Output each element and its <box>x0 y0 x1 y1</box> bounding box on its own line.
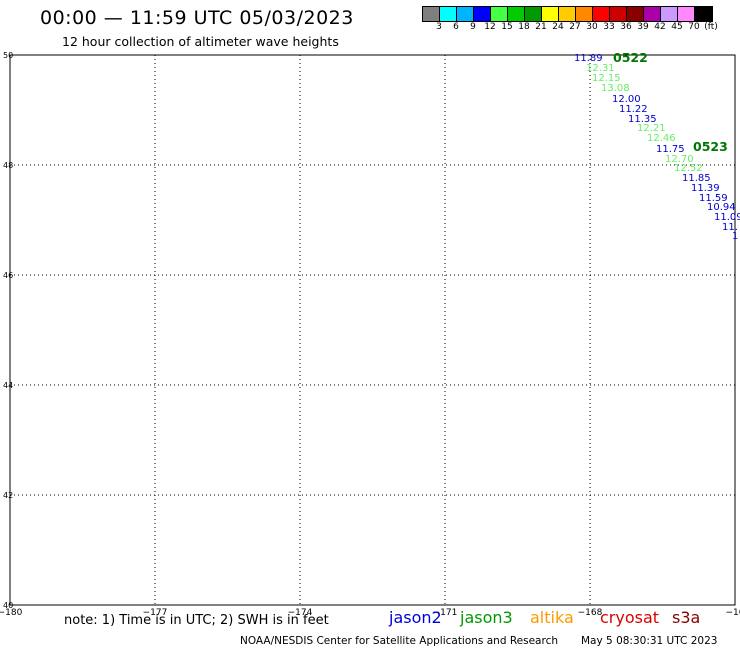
credit-text: NOAA/NESDIS Center for Satellite Applica… <box>240 635 558 647</box>
wave-height-value: 13.08 <box>601 83 630 94</box>
latitude-label: 50 <box>3 51 13 60</box>
longitude-label: −180 <box>0 608 23 618</box>
colorbar-swatch <box>644 7 661 21</box>
colorbar-label: 21 <box>535 22 547 32</box>
wave-height-value: 12.00 <box>612 94 641 105</box>
colorbar-label: (ft) <box>704 22 718 32</box>
colorbar-label: 39 <box>637 22 649 32</box>
wave-height-colorbar <box>422 6 713 22</box>
wave-height-value: 11.89 <box>574 53 603 64</box>
colorbar-label: 12 <box>484 22 496 32</box>
colorbar-swatch <box>576 7 593 21</box>
colorbar-swatch <box>423 7 440 21</box>
wave-height-value: 12.21 <box>637 123 666 134</box>
colorbar-label: 9 <box>470 22 476 32</box>
colorbar-swatch <box>508 7 525 21</box>
colorbar-label: 15 <box>501 22 513 32</box>
colorbar-label: 33 <box>603 22 615 32</box>
colorbar-swatch <box>474 7 491 21</box>
footer-note: note: 1) Time is in UTC; 2) SWH is in fe… <box>64 613 329 628</box>
longitude-label: −171 <box>433 608 458 618</box>
colorbar-label: 3 <box>436 22 442 32</box>
colorbar-label: 24 <box>552 22 564 32</box>
wave-height-value: 11. <box>722 222 738 233</box>
colorbar-swatch <box>457 7 474 21</box>
colorbar-swatch <box>542 7 559 21</box>
pass-time-label: 0522 <box>613 50 648 65</box>
latitude-label: 42 <box>3 491 13 500</box>
map-frame <box>9 54 736 606</box>
page-title: 00:00 — 11:59 UTC 05/03/2023 <box>40 7 354 29</box>
satellite-cryosat: cryosat <box>600 608 660 627</box>
colorbar-label: 18 <box>518 22 530 32</box>
colorbar-swatch <box>525 7 542 21</box>
satellite-altika: altika <box>530 608 574 627</box>
colorbar-swatch <box>695 7 712 21</box>
colorbar-label: 42 <box>654 22 666 32</box>
wave-height-value: 11.75 <box>656 144 685 155</box>
wave-height-value: 11.59 <box>699 193 728 204</box>
colorbar-swatch <box>678 7 695 21</box>
wave-height-value: 1 <box>732 231 738 242</box>
latitude-label: 40 <box>3 601 13 610</box>
colorbar-swatch <box>627 7 644 21</box>
latitude-label: 48 <box>3 161 13 170</box>
wave-height-value: 11.09 <box>714 212 740 223</box>
latitude-label: 44 <box>3 381 13 390</box>
wave-height-value: 10.94 <box>707 202 736 213</box>
wave-height-value: 11.35 <box>628 114 657 125</box>
colorbar-swatch <box>491 7 508 21</box>
colorbar-swatch <box>593 7 610 21</box>
colorbar-label: 27 <box>569 22 581 32</box>
satellite-jason3: jason3 <box>460 608 513 627</box>
wave-height-value: 12.52 <box>674 163 703 174</box>
wave-height-value: 11.39 <box>691 183 720 194</box>
wave-height-value: 12.70 <box>665 154 694 165</box>
colorbar-labels: 3 6 9 12 15 18 21 24 27 30 33 36 39 42 45 70 (ft) <box>422 22 740 34</box>
page-subtitle: 12 hour collection of altimeter wave hei… <box>62 34 339 49</box>
colorbar-label: 45 <box>671 22 683 32</box>
longitude-label: −168 <box>578 608 603 618</box>
colorbar-swatch <box>610 7 627 21</box>
wave-height-value: 12.31 <box>586 63 615 74</box>
satellite-jason2: jason2 <box>389 608 442 627</box>
colorbar-label: 70 <box>688 22 700 32</box>
wave-height-value: 11.85 <box>682 173 711 184</box>
pass-time-label: 0523 <box>693 139 728 154</box>
generation-timestamp: May 5 08:30:31 UTC 2023 <box>581 635 718 647</box>
colorbar-label: 30 <box>586 22 598 32</box>
wave-height-value: 12.46 <box>647 133 676 144</box>
wave-height-value: 11.22 <box>619 104 648 115</box>
longitude-label: −177 <box>143 608 168 618</box>
colorbar-swatch <box>661 7 678 21</box>
satellite-s3a: s3a <box>672 608 701 627</box>
longitude-label: −16 <box>726 608 740 618</box>
colorbar-swatch <box>440 7 457 21</box>
longitude-label: −174 <box>288 608 313 618</box>
colorbar-swatch <box>559 7 576 21</box>
colorbar-label: 36 <box>620 22 632 32</box>
wave-height-value: 12.15 <box>592 73 621 84</box>
colorbar-label: 6 <box>453 22 459 32</box>
latitude-label: 46 <box>3 271 13 280</box>
